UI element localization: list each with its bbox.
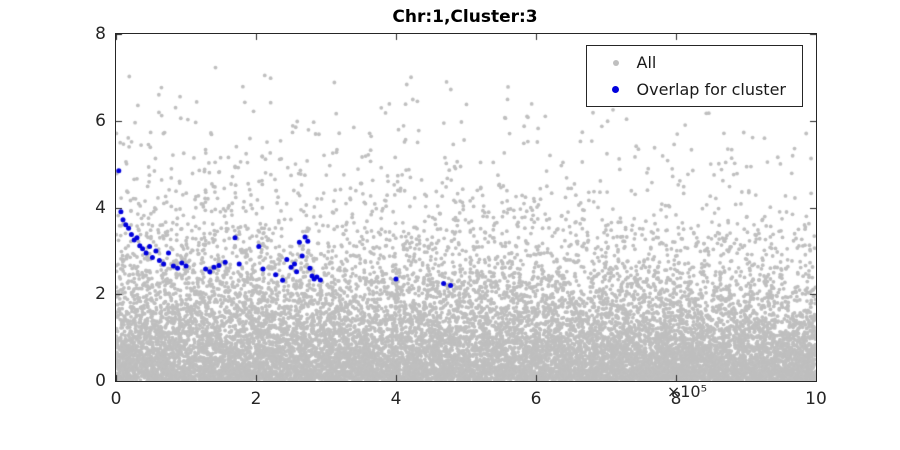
y-tick-label: 0 — [95, 371, 106, 391]
all-series-dot-icon — [612, 59, 619, 66]
x-tick-label: 2 — [250, 389, 262, 409]
legend-entry-overlap: Overlap for cluster — [595, 80, 786, 99]
x-axis-scale-label: ×10⁵ — [666, 382, 707, 401]
legend: All Overlap for cluster — [585, 45, 803, 107]
y-tick-label: 8 — [95, 24, 106, 44]
legend-label-overlap: Overlap for cluster — [636, 80, 786, 99]
legend-entry-all: All — [595, 53, 786, 72]
chart-title: Chr:1,Cluster:3 — [392, 7, 538, 27]
x-tick-label: 10 — [805, 389, 827, 409]
legend-marker-cell — [595, 86, 637, 93]
x-tick-label: 8 — [670, 389, 682, 409]
x-tick-label: 4 — [390, 389, 402, 409]
y-tick-label: 4 — [95, 197, 106, 218]
x-tick-label: 0 — [110, 389, 122, 409]
legend-marker-cell — [595, 59, 637, 66]
y-tick-label: 6 — [95, 110, 106, 131]
overlap-series-dot-icon — [612, 86, 620, 93]
plot-area: All Overlap for cluster 0 2 4 6 8 10 0 2 4 6 8 — [95, 24, 827, 409]
x-tick-label: 6 — [530, 389, 542, 409]
legend-label-all: All — [636, 53, 657, 72]
y-tick-label: 2 — [95, 284, 106, 305]
